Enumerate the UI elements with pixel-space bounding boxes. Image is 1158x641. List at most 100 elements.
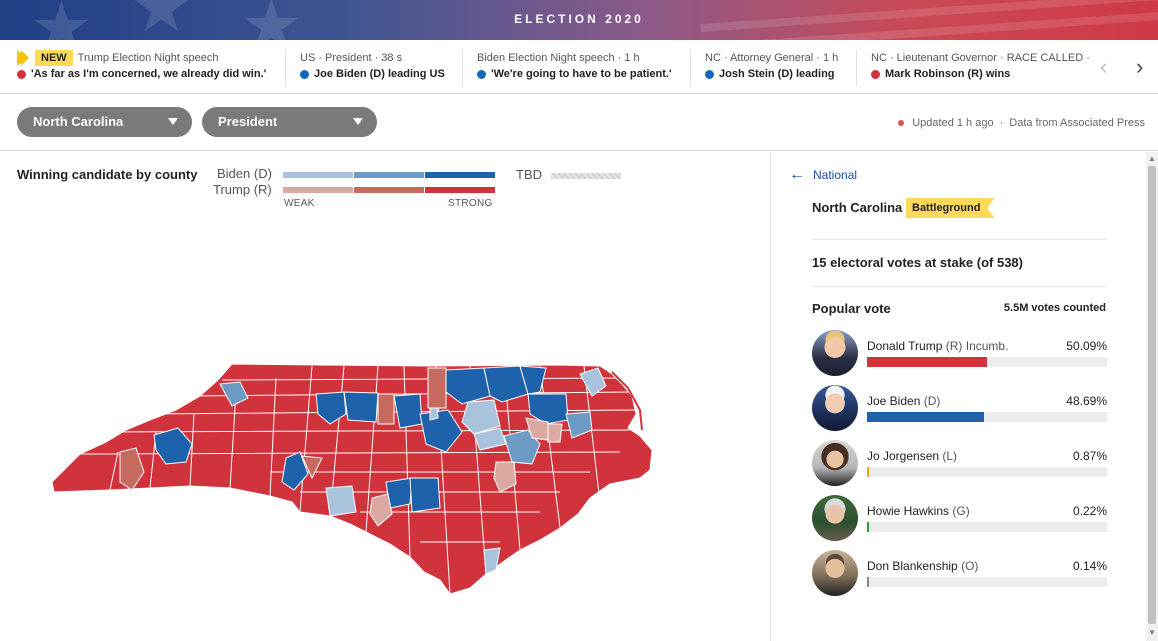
race-select-value: President — [218, 114, 278, 129]
ticker-item[interactable]: NC · Attorney General · 1 h Josh Stein (… — [690, 50, 838, 86]
legend-trump-mid — [354, 187, 424, 193]
live-dot — [898, 120, 905, 126]
arrow-icon — [21, 49, 29, 66]
ticker-head: Biden Election Night speech · 1 h — [477, 51, 640, 64]
scrollbar[interactable]: ▲ ▼ — [1146, 152, 1158, 641]
county-biden-strong — [343, 391, 379, 423]
candidate-percent: 0.87% — [1072, 449, 1107, 463]
battleground-badge: Battleground — [906, 198, 995, 218]
candidate-name-text: Joe Biden — [867, 394, 921, 408]
state-name: North Carolina — [812, 200, 903, 215]
candidate-row: Don Blankenship (O) 0.14% — [812, 550, 1107, 596]
county-trump-mid — [301, 455, 323, 480]
county-biden-weak — [325, 485, 357, 517]
legend-biden-label: Biden (D) — [217, 166, 272, 181]
update-status: Updated 1 h ago · Data from Associated P… — [898, 117, 1145, 129]
avatar — [812, 385, 858, 431]
scroll-down-icon[interactable]: ▼ — [1148, 628, 1156, 637]
status-dot — [300, 69, 309, 79]
vote-share-bar — [867, 357, 988, 367]
avatar — [812, 330, 858, 376]
candidate-row: Joe Biden (D) 48.69% — [812, 385, 1107, 431]
county-biden-strong — [519, 365, 547, 395]
state-select[interactable]: North Carolina — [17, 107, 192, 137]
county-biden-strong — [281, 451, 309, 491]
new-label: NEW — [35, 49, 73, 66]
chevron-right-icon[interactable]: › — [1136, 54, 1144, 79]
candidate-name: Howie Hawkins (G) — [867, 504, 970, 518]
status-dot — [705, 69, 714, 79]
candidate-row: Donald Trump (R) Incumb. 50.09% — [812, 330, 1107, 376]
legend-tbd-bar — [551, 173, 621, 179]
caret-down-icon — [168, 118, 178, 125]
candidate-party: (G) — [952, 504, 970, 518]
back-to-national-link[interactable]: ← National — [789, 166, 857, 184]
candidate-percent: 48.69% — [1066, 394, 1107, 408]
updated-text: Updated 1 h ago — [912, 117, 994, 129]
arrow-left-icon: ← — [789, 166, 805, 183]
electoral-votes: 15 electoral votes at stake (of 538) — [812, 255, 1023, 270]
divider — [812, 286, 1106, 287]
outer-banks — [611, 371, 643, 431]
ticker-item[interactable]: NC · Lieutenant Governor · RACE CALLED ·… — [856, 50, 1090, 86]
trump-light-counties — [119, 367, 563, 527]
legend-trump-label: Trump (R) — [213, 182, 272, 197]
county-trump-mid — [427, 367, 447, 409]
controls-row: North Carolina President Updated 1 h ago… — [0, 95, 1158, 151]
avatar — [812, 440, 858, 486]
scrollbar-thumb[interactable] — [1148, 166, 1156, 624]
banner-title: ELECTION 2020 — [514, 12, 644, 26]
ticker-item[interactable]: Biden Election Night speech · 1 h 'We're… — [462, 50, 672, 86]
candidate-name-text: Don Blankenship — [867, 559, 958, 573]
legend-biden-mid — [354, 172, 424, 178]
chevron-left-icon[interactable]: ‹ — [1100, 54, 1108, 79]
county-biden-strong — [153, 427, 193, 465]
county-biden-strong — [527, 393, 569, 425]
vote-share-bar — [867, 577, 869, 587]
legend-trump-strong — [425, 187, 495, 193]
vote-share-track — [867, 577, 1107, 587]
status-dot — [871, 69, 880, 79]
candidate-row: Jo Jorgensen (L) 0.87% — [812, 440, 1107, 486]
ticker-item[interactable]: US · President · 38 s Joe Biden (D) lead… — [285, 50, 445, 86]
ticker-head: NC · Attorney General · 1 h — [705, 51, 839, 64]
candidate-party: (O) — [961, 559, 979, 573]
legend-biden-strong — [425, 172, 495, 178]
vote-share-bar — [867, 412, 984, 422]
candidate-name: Joe Biden (D) — [867, 394, 940, 408]
county-map[interactable] — [0, 152, 770, 641]
avatar — [812, 550, 858, 596]
scroll-up-icon[interactable]: ▲ — [1148, 154, 1156, 163]
county-biden-strong — [483, 365, 529, 403]
candidate-party: (R) — [945, 339, 963, 353]
ticker-item[interactable]: NEW Trump Election Night speech 'As far … — [17, 49, 266, 86]
back-label: National — [813, 168, 858, 182]
race-select[interactable]: President — [202, 107, 377, 137]
star-decoration-icon: ★ — [30, 0, 93, 40]
vote-share-track — [867, 357, 1107, 367]
candidate-percent: 0.22% — [1072, 504, 1107, 518]
map-pane: Winning candidate by county Biden (D) Tr… — [0, 152, 770, 641]
vote-share-bar — [867, 522, 869, 532]
divider — [812, 239, 1106, 240]
candidate-percent: 0.14% — [1072, 559, 1107, 573]
vote-share-track — [867, 522, 1107, 532]
county-biden-weak — [473, 427, 507, 451]
candidate-note: Incumb. — [965, 339, 1009, 353]
status-dot — [477, 69, 486, 79]
state-shape — [51, 363, 653, 595]
legend-trump-weak — [283, 187, 353, 193]
biden-counties — [153, 365, 607, 575]
ticker-body: Josh Stein (D) leading — [719, 68, 835, 80]
candidate-name: Don Blankenship (O) — [867, 559, 978, 573]
candidate-percent: 50.09% — [1066, 339, 1107, 353]
county-trump-weak — [547, 423, 563, 443]
avatar — [812, 495, 858, 541]
county-biden-strong — [315, 391, 347, 425]
source-text: Data from Associated Press — [1009, 117, 1145, 129]
votes-counted: 5.5M votes counted — [1003, 302, 1106, 314]
star-decoration-icon: ★ — [130, 0, 193, 40]
map-title: Winning candidate by county — [17, 167, 198, 182]
news-ticker: NEW Trump Election Night speech 'As far … — [0, 40, 1158, 94]
status-dot — [17, 69, 26, 79]
